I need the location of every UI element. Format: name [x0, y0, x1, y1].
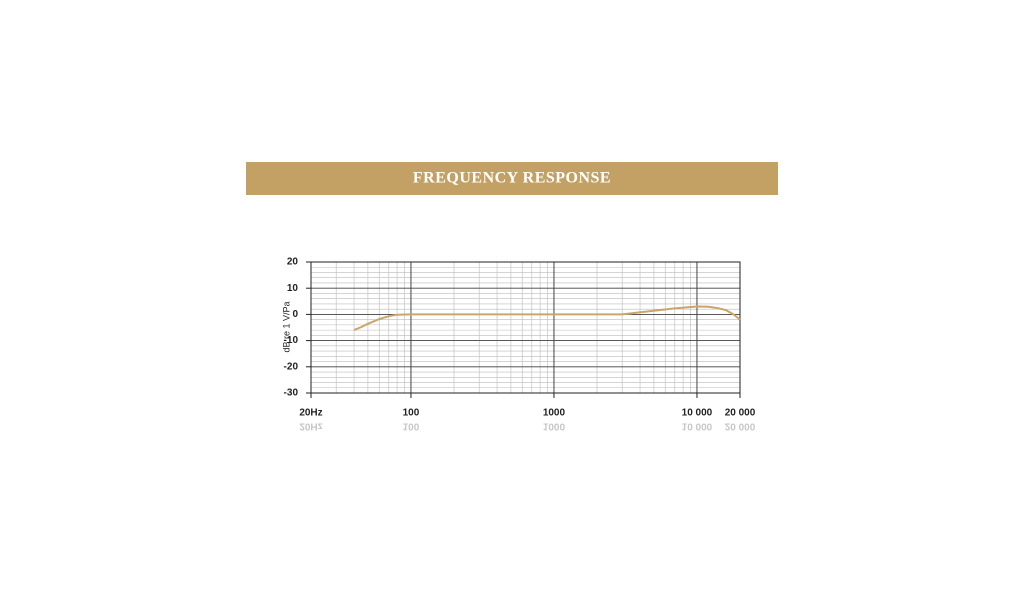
y-tick-label: -30	[284, 388, 299, 399]
x-tick-label-reflection: 20 000	[725, 420, 756, 431]
y-tick-label: 10	[287, 283, 299, 294]
x-tick-label: 10 000	[682, 408, 713, 419]
y-tick-label: 0	[292, 309, 298, 320]
x-tick-label: 20 000	[725, 408, 756, 419]
y-axis-label: dB re 1 V/Pa	[281, 301, 291, 352]
plot-frame	[310, 261, 741, 394]
x-tick-label-reflection: 100	[403, 420, 420, 431]
response-curve	[353, 305, 741, 332]
y-tick-label: -20	[284, 361, 299, 372]
x-tick-label: 20Hz	[299, 408, 322, 419]
y-tick-label: -10	[284, 335, 299, 346]
title-banner	[246, 162, 778, 195]
x-tick-label-reflection: 20Hz	[299, 420, 322, 431]
x-tick-label-reflection: 1000	[543, 420, 566, 431]
y-tick-label: 20	[287, 257, 299, 268]
chart-title: FREQUENCY RESPONSE	[413, 170, 611, 187]
x-tick-label: 1000	[543, 408, 566, 419]
x-tick-label-reflection: 10 000	[682, 420, 713, 431]
x-tick-label: 100	[403, 408, 420, 419]
